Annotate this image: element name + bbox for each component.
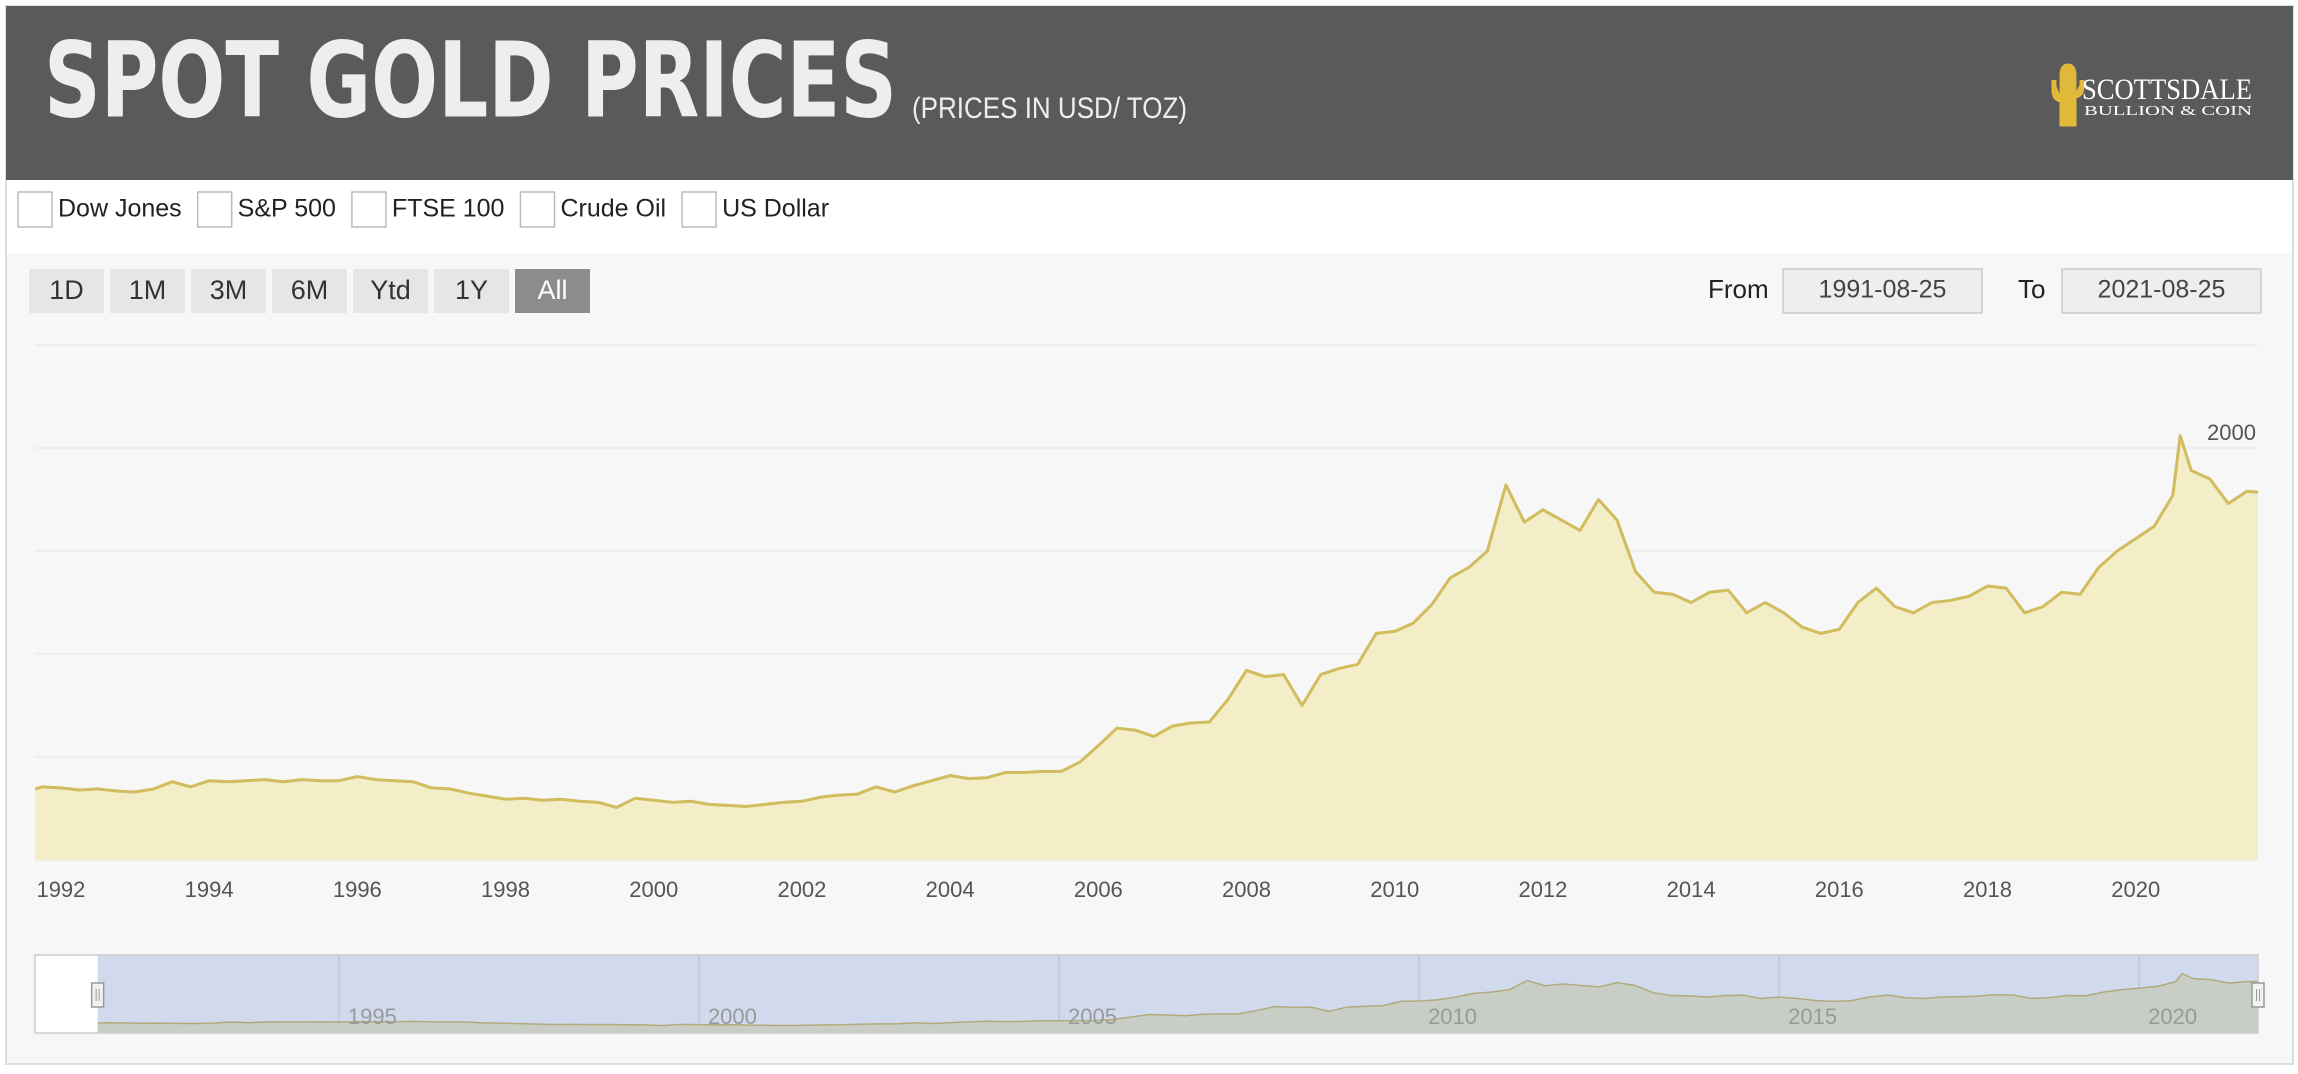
logo-name: SCOTTSDALE — [2082, 73, 2252, 106]
range-button-label[interactable]: All — [537, 275, 567, 305]
navigator-handle[interactable] — [90, 982, 105, 1008]
range-button-label[interactable]: Ytd — [370, 275, 411, 305]
compare-label[interactable]: Dow Jones — [58, 195, 182, 223]
navigator-tick-label: 2020 — [2148, 1004, 2197, 1029]
compare-label[interactable]: S&P 500 — [238, 195, 336, 223]
compare-label[interactable]: US Dollar — [722, 195, 829, 223]
x-tick-label: 1994 — [185, 877, 234, 902]
compare-checkbox[interactable] — [196, 191, 233, 228]
compare-checkbox[interactable] — [17, 191, 53, 228]
x-tick-label: 2016 — [1815, 877, 1864, 902]
date-input[interactable] — [2061, 268, 2262, 314]
x-tick-label: 2010 — [1370, 877, 1419, 902]
compare-checkbox[interactable] — [681, 191, 717, 228]
range-button-label[interactable]: 3M — [210, 275, 248, 305]
price-line — [97, 972, 2259, 1027]
area-fill — [35, 435, 2258, 860]
range-button-label[interactable]: 1D — [49, 275, 84, 305]
navigator-selection — [97, 955, 2258, 1033]
page-title: SPOT GOLD PRICES — [44, 19, 897, 141]
navigator-tick-label: 2010 — [1428, 1004, 1477, 1029]
navigator-tick-label: 1995 — [348, 1004, 397, 1029]
x-tick-label: 2020 — [2111, 877, 2160, 902]
x-tick-label: 2008 — [1222, 877, 1271, 902]
navigator-tick-label: 2015 — [1788, 1004, 1837, 1029]
header-bar — [6, 6, 2293, 180]
compare-label[interactable]: Crude Oil — [560, 195, 666, 223]
x-tick-label: 1998 — [481, 877, 530, 902]
logo-cactus — [2051, 63, 2085, 127]
x-tick-label: 2006 — [1074, 877, 1123, 902]
price-line — [34, 434, 2259, 809]
range-button[interactable] — [515, 269, 590, 313]
date-input-value[interactable]: 2021-08-25 — [2098, 276, 2226, 304]
range-button[interactable] — [29, 269, 104, 313]
navigator-tick-label: 2000 — [708, 1004, 757, 1029]
page-subtitle: (PRICES IN USD/ TOZ) — [912, 92, 1187, 125]
range-button[interactable] — [353, 269, 428, 313]
compare-checkbox[interactable] — [519, 191, 556, 228]
x-tick-label: 2012 — [1518, 877, 1567, 902]
compare-label[interactable]: FTSE 100 — [392, 195, 505, 223]
range-button[interactable] — [110, 269, 185, 313]
range-button[interactable] — [191, 269, 266, 313]
x-tick-label: 2004 — [926, 877, 975, 902]
date-input-value[interactable]: 1991-08-25 — [1819, 276, 1947, 304]
y-tick-label: 2000 — [2207, 420, 2256, 445]
x-tick-label: 2018 — [1963, 877, 2012, 902]
x-tick-label: 2014 — [1667, 877, 1716, 902]
range-button-label[interactable]: 6M — [291, 275, 329, 305]
date-input[interactable] — [1782, 268, 1983, 314]
navigator-handle[interactable] — [2251, 982, 2265, 1008]
x-tick-label: 2002 — [777, 877, 826, 902]
date-label: From — [1708, 274, 1769, 304]
x-tick-label: 1996 — [333, 877, 382, 902]
navigator-tick-label: 2005 — [1068, 1004, 1117, 1029]
logo-tagline: BULLION & COIN — [2084, 104, 2252, 119]
area-fill — [97, 973, 2258, 1033]
range-button[interactable] — [272, 269, 347, 313]
compare-checkbox[interactable] — [351, 191, 387, 228]
range-button[interactable] — [434, 269, 509, 313]
x-tick-label: 2000 — [629, 877, 678, 902]
x-tick-label: 1992 — [36, 877, 85, 902]
range-button-label[interactable]: 1Y — [455, 275, 488, 305]
range-button-label[interactable]: 1M — [129, 275, 167, 305]
date-label: To — [2018, 274, 2045, 304]
